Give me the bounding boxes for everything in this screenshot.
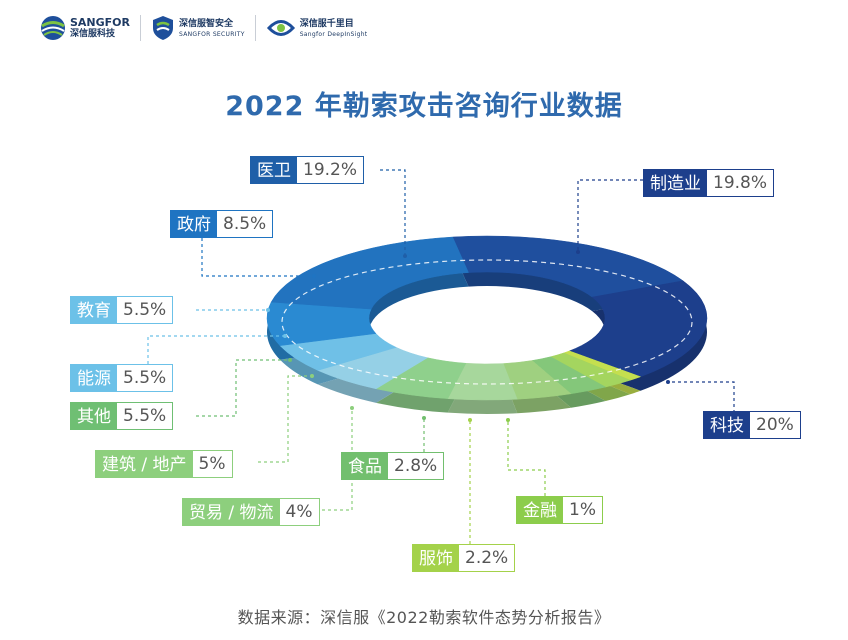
label-value: 19.2%	[297, 157, 364, 183]
deepinsight-eye-icon	[266, 20, 295, 36]
label-name: 科技	[704, 412, 750, 438]
label-name: 其他	[71, 403, 117, 429]
label-医卫: 医卫 19.2%	[250, 156, 365, 184]
leader-dot-其他	[288, 358, 292, 362]
leader-dot-教育	[266, 308, 270, 312]
logo-divider	[140, 15, 142, 41]
label-name: 贸易 / 物流	[183, 499, 280, 525]
label-name: 教育	[71, 297, 117, 323]
leader-line-其他	[196, 359, 290, 417]
label-name: 金融	[517, 497, 563, 523]
label-name: 建筑 / 地产	[96, 451, 193, 477]
shield-icon	[153, 16, 174, 40]
label-食品: 食品 2.8%	[341, 452, 445, 480]
leader-dot-食品	[422, 416, 426, 420]
label-金融: 金融 1%	[516, 496, 603, 524]
leader-line-建筑 / 地产	[258, 375, 312, 463]
label-建筑-地产: 建筑 / 地产 5%	[95, 450, 233, 478]
leader-line-金融	[507, 420, 546, 496]
label-name: 食品	[342, 453, 388, 479]
chart-title: 2022 年勒索攻击咨询行业数据	[225, 91, 623, 122]
label-能源: 能源 5.5%	[70, 364, 174, 392]
sangfor-logo: SANGFOR 深信服科技	[40, 15, 130, 41]
label-value: 5.5%	[117, 365, 173, 391]
donut-slice-医卫	[270, 236, 469, 310]
data-source-note: 数据来源：深信服《2022勒索软件态势分析报告》	[237, 608, 611, 627]
leader-dot-制造业	[576, 250, 580, 254]
label-贸易-物流: 贸易 / 物流 4%	[182, 498, 320, 526]
leader-line-能源	[147, 335, 285, 364]
logo1-line2: 深信服科技	[70, 28, 116, 39]
label-value: 8.5%	[217, 211, 273, 237]
label-name: 政府	[171, 211, 217, 237]
label-教育: 教育 5.5%	[70, 296, 174, 324]
header-logos: SANGFOR 深信服科技 深信服智安全 SANGFOR SECURITY 深信…	[40, 10, 367, 46]
logo-divider	[254, 15, 256, 41]
label-value: 19.8%	[707, 170, 774, 196]
sangfor-globe-icon	[41, 16, 65, 40]
leader-dot-能源	[283, 334, 287, 338]
donut-slice-科技	[568, 280, 708, 377]
leader-line-政府	[201, 238, 314, 277]
leader-dot-贸易 / 物流	[350, 406, 354, 410]
label-value: 5.5%	[117, 297, 173, 323]
logo2-line2: SANGFOR SECURITY	[179, 30, 245, 38]
logo2-line1: 深信服智安全	[179, 18, 234, 29]
label-政府: 政府 8.5%	[170, 210, 274, 238]
sangfor-deepinsight-logo: 深信服千里目 Sangfor DeepInSight	[266, 15, 368, 41]
label-name: 制造业	[644, 170, 707, 196]
donut-slice-制造业	[452, 235, 684, 298]
donut-top-layer	[266, 235, 708, 401]
label-name: 服饰	[413, 545, 459, 571]
leader-dot-服饰	[468, 418, 472, 422]
label-name: 能源	[71, 365, 117, 391]
logo1-line1: SANGFOR	[70, 15, 131, 29]
label-value: 5.5%	[117, 403, 173, 429]
label-value: 5%	[192, 451, 232, 477]
label-科技: 科技 20%	[703, 411, 801, 439]
logo3-line1: 深信服千里目	[299, 18, 354, 29]
logo3-line2: Sangfor DeepInSight	[299, 30, 368, 38]
leader-lines	[147, 169, 735, 544]
label-value: 2.8%	[388, 453, 444, 479]
leader-dot-医卫	[403, 254, 407, 258]
leader-line-贸易 / 物流	[310, 408, 353, 511]
donut-dashed-ring	[281, 259, 693, 385]
label-服饰: 服饰 2.2%	[412, 544, 516, 572]
label-value: 20%	[750, 412, 800, 438]
label-value: 2.2%	[459, 545, 515, 571]
label-name: 医卫	[251, 157, 297, 183]
sangfor-security-logo: 深信服智安全 SANGFOR SECURITY	[151, 15, 245, 41]
leader-dot-政府	[312, 274, 316, 278]
leader-line-医卫	[380, 169, 406, 256]
leader-dot-金融	[506, 418, 510, 422]
label-value: 1%	[563, 497, 602, 523]
leader-line-制造业	[577, 179, 643, 252]
label-value: 4%	[279, 499, 319, 525]
leader-dot-科技	[666, 380, 670, 384]
leader-dot-建筑 / 地产	[310, 374, 314, 378]
label-制造业: 制造业 19.8%	[643, 169, 775, 197]
label-其他: 其他 5.5%	[70, 402, 174, 430]
